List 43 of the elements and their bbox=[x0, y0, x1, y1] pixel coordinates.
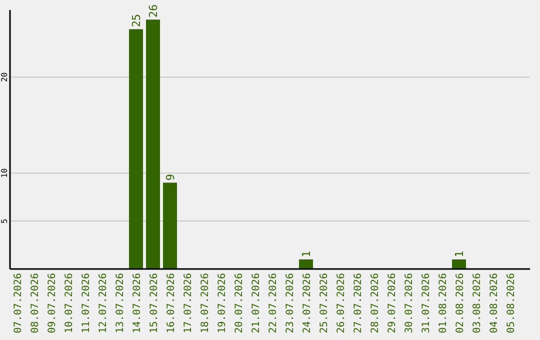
bar bbox=[128, 29, 144, 269]
data-label: 26 bbox=[147, 4, 160, 18]
x-tick-label: 21.07.2026 bbox=[251, 273, 262, 334]
x-tick-label: 23.07.2026 bbox=[285, 273, 296, 334]
x-tick-label: 28.07.2026 bbox=[370, 273, 381, 334]
x-tick-label: 18.07.2026 bbox=[200, 273, 211, 334]
x-tick-label: 05.08.2026 bbox=[506, 273, 517, 334]
x-tick-label: 13.07.2026 bbox=[115, 273, 126, 334]
data-label: 9 bbox=[164, 174, 177, 181]
x-tick-label: 25.07.2026 bbox=[319, 273, 330, 334]
bar bbox=[298, 259, 314, 269]
x-tick-label: 09.07.2026 bbox=[47, 273, 58, 334]
x-tick-label: 22.07.2026 bbox=[268, 273, 279, 334]
x-tick-label: 30.07.2026 bbox=[404, 273, 415, 334]
x-tick-label: 27.07.2026 bbox=[353, 273, 364, 334]
x-tick-label: 11.07.2026 bbox=[81, 273, 92, 334]
data-label: 1 bbox=[453, 250, 466, 258]
x-tick-label: 03.08.2026 bbox=[472, 273, 483, 334]
data-label: 25 bbox=[130, 14, 143, 28]
x-tick-label: 12.07.2026 bbox=[98, 273, 109, 334]
x-tick-label: 19.07.2026 bbox=[217, 273, 228, 334]
x-tick-label: 16.07.2026 bbox=[166, 273, 177, 334]
x-tick-label: 15.07.2026 bbox=[149, 273, 160, 334]
data-label: 1 bbox=[300, 250, 313, 258]
bar bbox=[146, 20, 160, 269]
bar bbox=[452, 259, 466, 269]
x-tick-label: 10.07.2026 bbox=[64, 273, 75, 334]
bar bbox=[162, 182, 178, 269]
x-tick-label: 02.08.2026 bbox=[455, 273, 466, 334]
x-tick-label: 20.07.2026 bbox=[234, 273, 245, 334]
x-tick-label: 24.07.2026 bbox=[302, 273, 313, 334]
y-tick-label: 10 bbox=[0, 168, 9, 178]
x-tick-label: 08.07.2026 bbox=[30, 273, 41, 334]
x-tick-label: 31.07.2026 bbox=[421, 273, 432, 334]
x-tick-label: 29.07.2026 bbox=[387, 273, 398, 334]
y-tick-label: 5 bbox=[0, 218, 9, 224]
x-tick-label: 14.07.2026 bbox=[132, 273, 143, 334]
x-tick-label: 07.07.2026 bbox=[13, 273, 24, 334]
x-tick-label: 26.07.2026 bbox=[336, 273, 347, 334]
x-tick-label: 04.08.2026 bbox=[489, 273, 500, 334]
x-tick-label: 01.08.2026 bbox=[438, 273, 449, 334]
x-tick-label: 17.07.2026 bbox=[183, 273, 194, 334]
y-tick-label: 20 bbox=[0, 72, 9, 82]
